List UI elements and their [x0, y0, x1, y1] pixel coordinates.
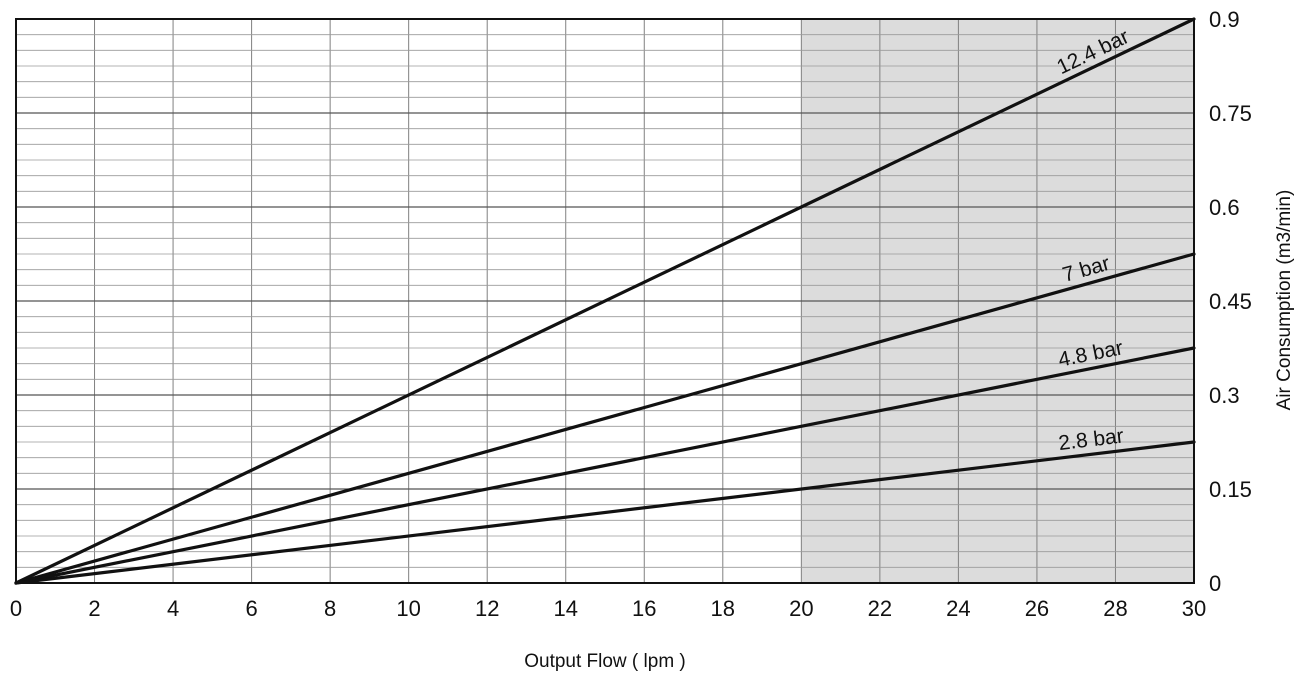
- x-tick-labels: 0 2 4 6 8 10 12 14 16 18 20 22 24 26 28 30: [10, 596, 1206, 621]
- y-tick-label: 0.3: [1209, 383, 1240, 408]
- y-tick-label: 0.9: [1209, 7, 1240, 32]
- x-tick-label: 2: [88, 596, 100, 621]
- y-tick-label: 0.6: [1209, 195, 1240, 220]
- x-tick-label: 24: [946, 596, 970, 621]
- x-axis-title: Output Flow ( lpm ): [524, 651, 686, 672]
- plot-frame: [15, 18, 1195, 584]
- grid-layer: [15, 18, 1195, 584]
- x-tick-label: 10: [396, 596, 420, 621]
- y-tick-labels: 0 0.15 0.3 0.45 0.6 0.75 0.9: [1209, 7, 1252, 596]
- x-tick-label: 4: [167, 596, 179, 621]
- y-axis-title: Air Consumption (m3/min): [1274, 190, 1295, 411]
- x-tick-label: 18: [711, 596, 735, 621]
- y-tick-label: 0: [1209, 571, 1221, 596]
- series-line-7-bar: [14, 252, 1196, 585]
- x-tick-label: 0: [10, 596, 22, 621]
- x-tick-label: 30: [1182, 596, 1206, 621]
- x-tick-label: 28: [1103, 596, 1127, 621]
- x-tick-label: 26: [1025, 596, 1049, 621]
- series-line-12-4-bar: [14, 17, 1196, 585]
- x-tick-label: 20: [789, 596, 813, 621]
- y-tick-label: 0.75: [1209, 101, 1252, 126]
- y-tick-label: 0.45: [1209, 289, 1252, 314]
- x-tick-label: 12: [475, 596, 499, 621]
- x-tick-label: 6: [245, 596, 257, 621]
- y-tick-label: 0.15: [1209, 477, 1252, 502]
- x-tick-label: 16: [632, 596, 656, 621]
- series-line-4-8-bar: [14, 346, 1196, 585]
- x-tick-label: 14: [553, 596, 577, 621]
- series-layer: [14, 17, 1196, 585]
- series-line-2-8-bar: [14, 440, 1196, 585]
- x-tick-label: 22: [868, 596, 892, 621]
- x-tick-label: 8: [324, 596, 336, 621]
